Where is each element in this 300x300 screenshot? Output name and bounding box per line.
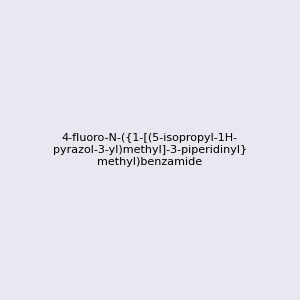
Text: 4-fluoro-N-({1-[(5-isopropyl-1H-
pyrazol-3-yl)methyl]-3-piperidinyl}
methyl)benz: 4-fluoro-N-({1-[(5-isopropyl-1H- pyrazol… [53,134,247,166]
